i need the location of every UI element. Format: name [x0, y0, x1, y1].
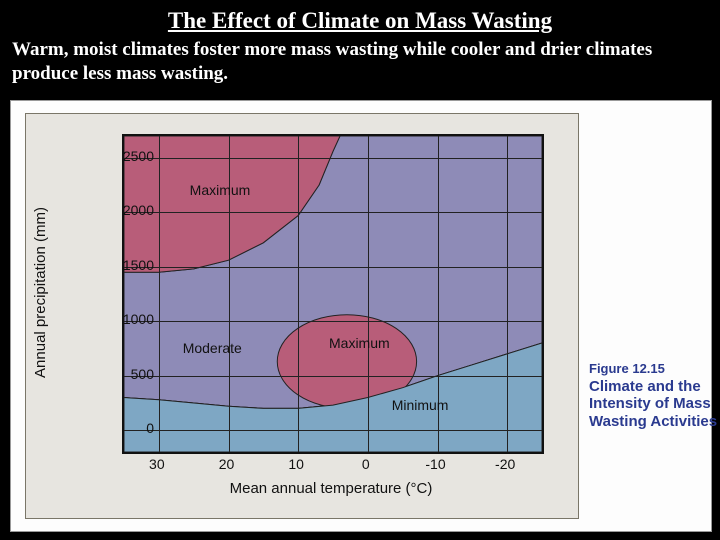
- figure-caption: Figure 12.15 Climate and the Intensity o…: [589, 361, 719, 430]
- x-tick-label: 10: [278, 456, 314, 472]
- y-axis-label-wrap: Annual precipitation (mm): [30, 134, 50, 450]
- figure-scan-area: Annual precipitation (mm) Maximum Moderat…: [25, 113, 579, 519]
- gridline-horizontal: [124, 158, 542, 159]
- x-tick-label: 30: [139, 456, 175, 472]
- gridline-horizontal: [124, 430, 542, 431]
- x-tick-label: 0: [348, 456, 384, 472]
- y-tick-label: 0: [100, 420, 154, 436]
- gridline-horizontal: [124, 267, 542, 268]
- figure-wrapper: Annual precipitation (mm) Maximum Moderat…: [10, 100, 712, 532]
- gridline-vertical: [507, 136, 508, 452]
- plot-area: Maximum Moderate Minimum Maximum: [122, 134, 544, 454]
- region-label: Maximum: [329, 335, 390, 351]
- chart-regions-svg: [124, 136, 542, 452]
- gridline-horizontal: [124, 321, 542, 322]
- y-tick-label: 500: [100, 366, 154, 382]
- x-tick-label: -20: [487, 456, 523, 472]
- gridline-vertical: [298, 136, 299, 452]
- page-subtitle: Warm, moist climates foster more mass wa…: [0, 38, 720, 94]
- x-axis-label: Mean annual temperature (°C): [122, 480, 540, 497]
- gridline-horizontal: [124, 376, 542, 377]
- gridline-vertical: [159, 136, 160, 452]
- figure-number: Figure 12.15: [589, 361, 719, 376]
- y-tick-label: 2000: [100, 202, 154, 218]
- region-label: Minimum: [392, 397, 449, 413]
- y-tick-label: 1000: [100, 311, 154, 327]
- page-title: The Effect of Climate on Mass Wasting: [0, 0, 720, 38]
- x-tick-label: -10: [418, 456, 454, 472]
- gridline-vertical: [368, 136, 369, 452]
- y-tick-label: 1500: [100, 257, 154, 273]
- region-label: Moderate: [183, 340, 242, 356]
- y-axis-label: Annual precipitation (mm): [32, 207, 49, 378]
- y-tick-label: 2500: [100, 148, 154, 164]
- x-tick-label: 20: [209, 456, 245, 472]
- region-label: Maximum: [190, 182, 251, 198]
- gridline-horizontal: [124, 212, 542, 213]
- figure-caption-text: Climate and the Intensity of Mass Wastin…: [589, 378, 719, 430]
